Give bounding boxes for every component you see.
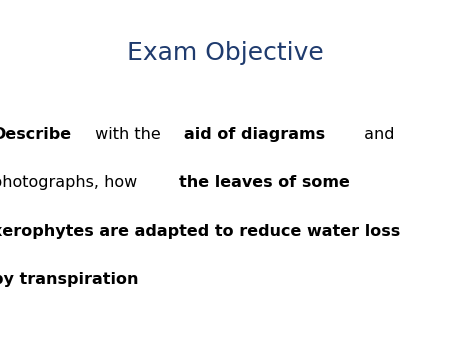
Text: photographs, how: photographs, how — [0, 175, 143, 190]
Text: xerophytes are adapted to reduce water loss: xerophytes are adapted to reduce water l… — [0, 224, 400, 239]
Text: with the: with the — [90, 127, 166, 142]
Text: and: and — [359, 127, 395, 142]
Text: aid of diagrams: aid of diagrams — [184, 127, 325, 142]
Text: the leaves of some: the leaves of some — [179, 175, 349, 190]
Text: Exam Objective: Exam Objective — [126, 41, 324, 65]
Text: by transpiration: by transpiration — [0, 272, 139, 287]
Text: Describe: Describe — [0, 127, 72, 142]
